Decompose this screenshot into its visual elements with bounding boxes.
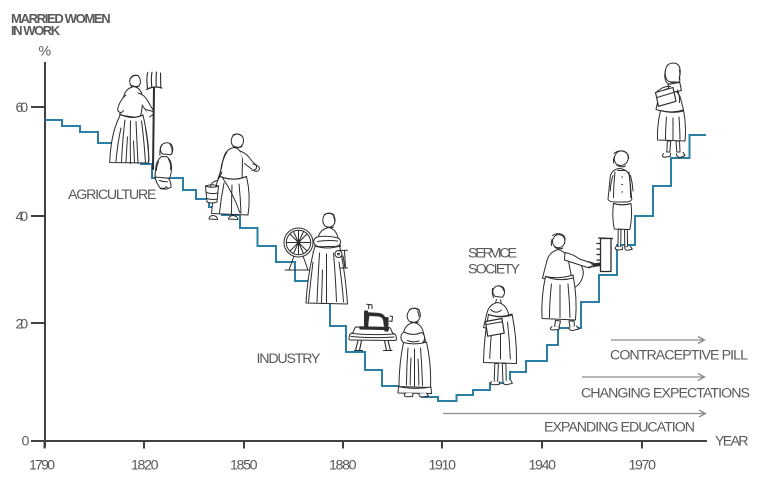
svg-text:MARRIED WOMEN: MARRIED WOMEN — [11, 11, 111, 26]
svg-text:EXPANDING EDUCATION: EXPANDING EDUCATION — [544, 419, 695, 435]
svg-text:IN WORK: IN WORK — [11, 23, 61, 38]
svg-text:SERVICE: SERVICE — [468, 246, 517, 262]
svg-text:40: 40 — [16, 209, 29, 225]
svg-text:20: 20 — [16, 317, 29, 333]
svg-text:CHANGING EXPECTATIONS: CHANGING EXPECTATIONS — [581, 386, 750, 402]
svg-text:0: 0 — [22, 434, 30, 450]
svg-text:1790: 1790 — [29, 458, 55, 474]
svg-text:%: % — [39, 44, 52, 60]
svg-text:YEAR: YEAR — [715, 434, 749, 450]
svg-text:SOCIETY: SOCIETY — [468, 261, 521, 277]
svg-text:CONTRACEPTIVE PILL: CONTRACEPTIVE PILL — [610, 348, 748, 364]
svg-text:1940: 1940 — [529, 458, 557, 474]
svg-text:1880: 1880 — [329, 458, 357, 474]
svg-text:1850: 1850 — [230, 458, 258, 474]
svg-text:60: 60 — [16, 100, 29, 116]
svg-text:AGRICULTURE: AGRICULTURE — [68, 187, 157, 203]
svg-text:1820: 1820 — [131, 458, 159, 474]
svg-text:1910: 1910 — [429, 458, 457, 474]
svg-text:1970: 1970 — [629, 458, 657, 474]
svg-text:INDUSTRY: INDUSTRY — [257, 351, 322, 367]
